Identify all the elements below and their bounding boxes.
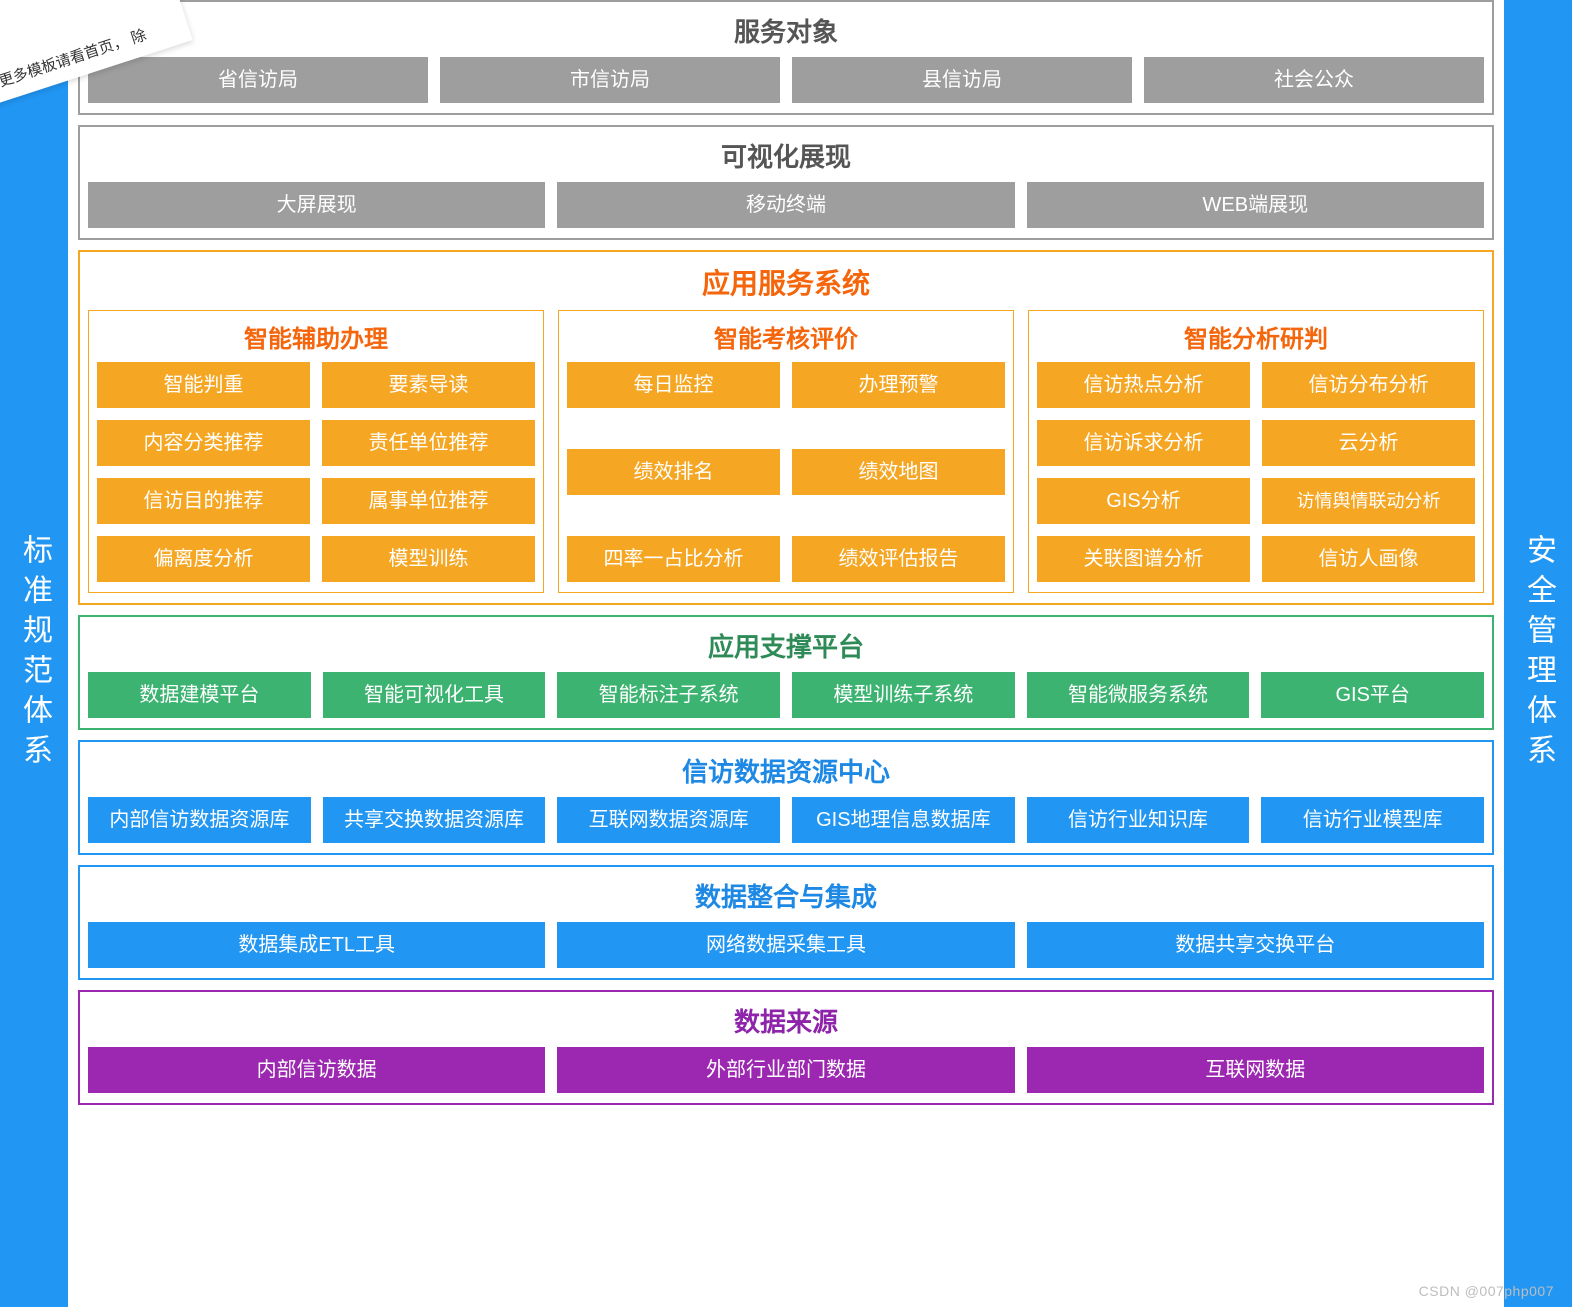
box-support: GIS平台 [1261, 672, 1484, 718]
box-service-target: 省信访局 [88, 57, 428, 103]
box-app: 信访人画像 [1262, 536, 1475, 582]
box-data-source: 互联网数据 [1027, 1047, 1484, 1093]
panel-title: 数据整合与集成 [88, 873, 1484, 922]
box-support: 模型训练子系统 [792, 672, 1015, 718]
box-integration: 数据集成ETL工具 [88, 922, 545, 968]
group-analysis: 智能分析研判 信访热点分析 信访分布分析 信访诉求分析 云分析 GIS分析 访情… [1028, 310, 1484, 593]
main-layout: 标准规范体系 服务对象 省信访局 市信访局 县信访局 社会公众 可视化展现 大屏… [0, 0, 1572, 1307]
group-assist: 智能辅助办理 智能判重 要素导读 内容分类推荐 责任单位推荐 信访目的推荐 属事… [88, 310, 544, 593]
box-app: 信访热点分析 [1037, 362, 1250, 408]
box-data-center: 共享交换数据资源库 [323, 797, 546, 843]
grid: 信访热点分析 信访分布分析 信访诉求分析 云分析 GIS分析 访情舆情联动分析 … [1037, 362, 1475, 582]
middle-stack: 服务对象 省信访局 市信访局 县信访局 社会公众 可视化展现 大屏展现 移动终端… [68, 0, 1504, 1307]
box-app: 绩效评估报告 [792, 536, 1005, 582]
box-app: 属事单位推荐 [322, 478, 535, 524]
box-service-target: 市信访局 [440, 57, 780, 103]
row: 内部信访数据资源库 共享交换数据资源库 互联网数据资源库 GIS地理信息数据库 … [88, 797, 1484, 843]
grid: 每日监控 办理预警 绩效排名 绩效地图 四率一占比分析 绩效评估报告 [567, 362, 1005, 582]
panel-title: 应用服务系统 [88, 258, 1484, 310]
panel-title: 服务对象 [88, 8, 1484, 57]
box-app: 绩效排名 [567, 449, 780, 495]
box-app: 四率一占比分析 [567, 536, 780, 582]
box-data-center: 信访行业模型库 [1261, 797, 1484, 843]
row: 数据集成ETL工具 网络数据采集工具 数据共享交换平台 [88, 922, 1484, 968]
box-app: 内容分类推荐 [97, 420, 310, 466]
box-app: 信访分布分析 [1262, 362, 1475, 408]
box-app: 信访目的推荐 [97, 478, 310, 524]
box-data-center: 互联网数据资源库 [557, 797, 780, 843]
box-app: 绩效地图 [792, 449, 1005, 495]
panel-visualization: 可视化展现 大屏展现 移动终端 WEB端展现 [78, 125, 1494, 240]
panel-title: 应用支撑平台 [88, 623, 1484, 672]
box-data-center: 内部信访数据资源库 [88, 797, 311, 843]
box-data-center: GIS地理信息数据库 [792, 797, 1015, 843]
left-side-column: 标准规范体系 [0, 0, 68, 1307]
row: 大屏展现 移动终端 WEB端展现 [88, 182, 1484, 228]
box-app: 偏离度分析 [97, 536, 310, 582]
panel-service-targets: 服务对象 省信访局 市信访局 县信访局 社会公众 [78, 0, 1494, 115]
box-service-target: 社会公众 [1144, 57, 1484, 103]
watermark: CSDN @007php007 [1419, 1283, 1554, 1299]
left-side-label: 标准规范体系 [7, 534, 61, 774]
box-service-target: 县信访局 [792, 57, 1132, 103]
box-data-center: 信访行业知识库 [1027, 797, 1250, 843]
group-title: 智能辅助办理 [97, 317, 535, 362]
box-support: 智能标注子系统 [557, 672, 780, 718]
row: 省信访局 市信访局 县信访局 社会公众 [88, 57, 1484, 103]
box-app: 关联图谱分析 [1037, 536, 1250, 582]
right-side-column: 安全管理体系 [1504, 0, 1572, 1307]
box-app: 每日监控 [567, 362, 780, 408]
box-visualization: 大屏展现 [88, 182, 545, 228]
panel-title: 数据来源 [88, 998, 1484, 1047]
box-data-source: 外部行业部门数据 [557, 1047, 1014, 1093]
panel-data-center: 信访数据资源中心 内部信访数据资源库 共享交换数据资源库 互联网数据资源库 GI… [78, 740, 1494, 855]
box-app: 模型训练 [322, 536, 535, 582]
group-title: 智能考核评价 [567, 317, 1005, 362]
box-app: 云分析 [1262, 420, 1475, 466]
box-integration: 数据共享交换平台 [1027, 922, 1484, 968]
app-service-groups: 智能辅助办理 智能判重 要素导读 内容分类推荐 责任单位推荐 信访目的推荐 属事… [88, 310, 1484, 593]
panel-title: 可视化展现 [88, 133, 1484, 182]
box-app: 访情舆情联动分析 [1262, 478, 1475, 524]
box-app: 办理预警 [792, 362, 1005, 408]
panel-support-platform: 应用支撑平台 数据建模平台 智能可视化工具 智能标注子系统 模型训练子系统 智能… [78, 615, 1494, 730]
row: 内部信访数据 外部行业部门数据 互联网数据 [88, 1047, 1484, 1093]
right-side-label: 安全管理体系 [1511, 534, 1565, 774]
box-data-source: 内部信访数据 [88, 1047, 545, 1093]
group-evaluate: 智能考核评价 每日监控 办理预警 绩效排名 绩效地图 四率一占比分析 绩效评估报… [558, 310, 1014, 593]
box-app: 要素导读 [322, 362, 535, 408]
panel-data-source: 数据来源 内部信访数据 外部行业部门数据 互联网数据 [78, 990, 1494, 1105]
grid: 智能判重 要素导读 内容分类推荐 责任单位推荐 信访目的推荐 属事单位推荐 偏离… [97, 362, 535, 582]
panel-data-integration: 数据整合与集成 数据集成ETL工具 网络数据采集工具 数据共享交换平台 [78, 865, 1494, 980]
group-title: 智能分析研判 [1037, 317, 1475, 362]
box-visualization: 移动终端 [557, 182, 1014, 228]
panel-app-service: 应用服务系统 智能辅助办理 智能判重 要素导读 内容分类推荐 责任单位推荐 信访… [78, 250, 1494, 605]
row: 数据建模平台 智能可视化工具 智能标注子系统 模型训练子系统 智能微服务系统 G… [88, 672, 1484, 718]
box-app: 智能判重 [97, 362, 310, 408]
box-app: GIS分析 [1037, 478, 1250, 524]
box-app: 责任单位推荐 [322, 420, 535, 466]
box-integration: 网络数据采集工具 [557, 922, 1014, 968]
box-visualization: WEB端展现 [1027, 182, 1484, 228]
box-support: 智能可视化工具 [323, 672, 546, 718]
panel-title: 信访数据资源中心 [88, 748, 1484, 797]
box-support: 数据建模平台 [88, 672, 311, 718]
box-app: 信访诉求分析 [1037, 420, 1250, 466]
box-support: 智能微服务系统 [1027, 672, 1250, 718]
